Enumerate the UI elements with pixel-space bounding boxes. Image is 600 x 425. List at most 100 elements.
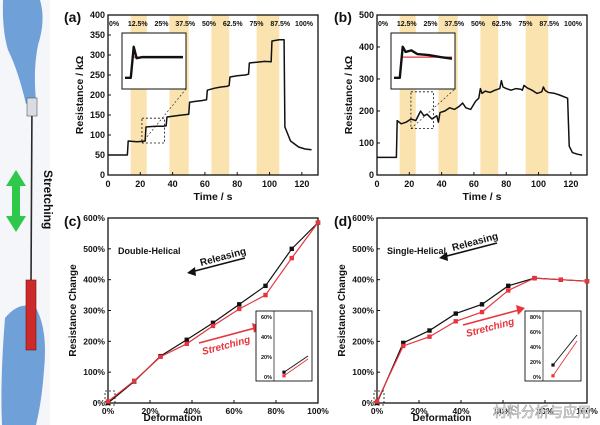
strain-label: 0%: [378, 21, 389, 28]
x-axis-label: Deformation: [144, 413, 203, 424]
highlight-band: [525, 15, 549, 175]
inset-point-black: [551, 363, 555, 367]
data-point: [184, 337, 189, 342]
strain-label: 87.5%: [539, 21, 560, 28]
y-tick-label: 300: [359, 74, 374, 84]
plot-frame: [376, 14, 588, 176]
strain-label: 37.5%: [444, 21, 465, 28]
y-tick-label: 0: [369, 170, 374, 180]
panel-tag: (d): [334, 213, 352, 229]
inset-y-tick-label: 60%: [261, 315, 272, 321]
releasing-arrowhead-icon: [439, 252, 448, 261]
inset-point-red: [282, 374, 286, 378]
releasing-arrow: [442, 242, 498, 258]
watermark-text: 材料分析与应用: [493, 404, 591, 420]
strain-label: 37.5%: [175, 21, 196, 28]
y-tick-label: 100: [359, 138, 374, 148]
strain-label: 50%: [202, 21, 217, 28]
releasing-arrow: [190, 257, 246, 273]
y-tick-label: 100%: [83, 367, 105, 377]
data-point: [427, 334, 432, 339]
inset-frame: [524, 310, 582, 382]
panel-tag: (b): [334, 9, 352, 25]
releasing-arrowhead-icon: [187, 267, 196, 276]
y-tick-label: 100%: [352, 367, 374, 377]
data-point: [506, 288, 511, 293]
data-point: [374, 399, 380, 404]
zoom-box: [104, 390, 116, 406]
x-tick-label: 40%: [183, 406, 200, 416]
data-point: [237, 306, 242, 312]
glove-bottom-icon: [1, 305, 46, 425]
data-point: [132, 378, 137, 383]
data-point: [506, 283, 511, 289]
stretch-arrow-icon: [6, 170, 26, 232]
stretching-label: Stretching: [41, 170, 55, 229]
y-tick-label: 600%: [352, 213, 374, 223]
data-point: [210, 323, 216, 329]
y-tick-label: 600%: [83, 213, 105, 223]
x-tick-label: 80: [232, 179, 242, 189]
glove-top-icon: [2, 0, 43, 104]
zoom-box: [373, 390, 385, 406]
inset-y-tick-label: 0%: [533, 375, 541, 381]
zoom-connector: [410, 88, 456, 129]
y-tick-label: 500%: [83, 244, 105, 254]
x-tick-label: 40: [168, 179, 178, 189]
data-point: [479, 302, 485, 307]
x-tick-label: 0: [374, 179, 379, 189]
x-tick-label: 100: [531, 179, 546, 189]
x-tick-label: 60: [469, 179, 479, 189]
y-tick-label: 250: [90, 70, 105, 80]
inset-line-red: [552, 340, 578, 377]
strain-label: 25%: [154, 21, 169, 28]
strain-label: 12.5%: [128, 21, 149, 28]
inset-y-tick-label: 60%: [530, 330, 541, 336]
inset-line-black: [552, 334, 578, 366]
data-point: [105, 399, 111, 404]
x-tick-label: 20%: [141, 406, 158, 416]
strain-label: 100%: [564, 21, 583, 28]
strain-label: 87.5%: [270, 21, 291, 28]
y-tick-label: 400%: [83, 275, 105, 285]
x-tick-label: 80: [501, 179, 511, 189]
x-tick-label: 0%: [102, 406, 115, 416]
highlight-band: [256, 15, 280, 175]
stretching-arrowhead-icon: [516, 305, 525, 315]
inset-line: [394, 45, 453, 80]
y-tick-label: 200: [359, 106, 374, 116]
zoom-box: [410, 91, 434, 130]
data-point: [558, 277, 563, 282]
stretching-photo: Stretching: [0, 0, 55, 425]
fiber: [30, 99, 33, 286]
y-tick-label: 100: [90, 130, 105, 140]
y-tick-label: 50: [95, 150, 105, 160]
y-axis-label: Resistance / kΩ: [74, 56, 86, 134]
y-tick-label: 300: [90, 50, 105, 60]
releasing-label: Releasing: [199, 246, 247, 269]
data-line: [108, 39, 312, 156]
y-axis-label: Resistance Change: [68, 264, 79, 357]
strain-label: 50%: [471, 21, 486, 28]
inset-y-tick-label: 20%: [261, 355, 272, 361]
stretching-arrow: [198, 327, 256, 344]
data-point: [532, 275, 537, 281]
data-point: [263, 292, 268, 298]
releasing-label: Releasing: [451, 231, 499, 254]
x-tick-label: 20%: [410, 406, 427, 416]
bottom-clip: [25, 279, 37, 351]
x-tick-label: 100: [262, 179, 277, 189]
inset-point-black: [282, 370, 286, 374]
data-point: [453, 319, 458, 324]
x-axis-label: Time / s: [463, 191, 502, 203]
x-tick-label: 20: [135, 179, 145, 189]
inset-y-tick-label: 80%: [530, 315, 541, 321]
x-tick-label: 100%: [307, 406, 329, 416]
data-point: [401, 343, 406, 349]
highlight-band: [480, 15, 499, 175]
inset-line-black: [283, 355, 309, 373]
y-tick-label: 200: [90, 90, 105, 100]
data-point: [237, 302, 242, 307]
data-point: [289, 246, 294, 252]
